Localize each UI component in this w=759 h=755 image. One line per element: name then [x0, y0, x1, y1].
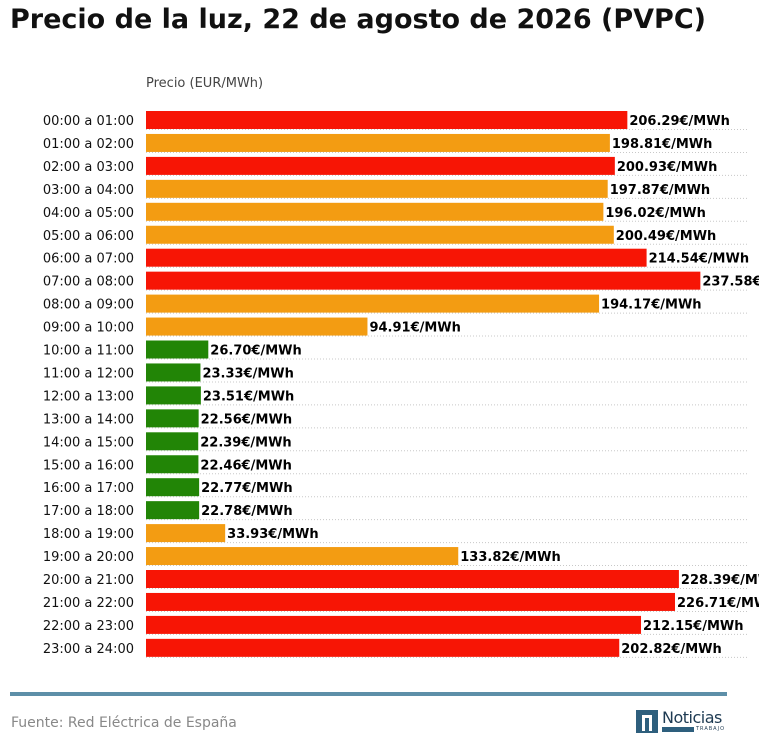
bar — [146, 363, 201, 382]
bar — [146, 225, 614, 244]
category-label: 20:00 a 21:00 — [43, 573, 134, 588]
value-label: 22.39€/MWh — [200, 435, 291, 450]
value-label: 226.71€/MWh — [677, 596, 759, 611]
value-label: 206.29€/MWh — [629, 114, 730, 129]
bar — [146, 111, 628, 129]
bar-chart: Precio (EUR/MWh) 00:00 a 01:00 206.29€/MW… — [43, 76, 759, 658]
value-label: 33.93€/MWh — [227, 527, 318, 542]
bar — [146, 340, 209, 359]
value-label: 22.56€/MWh — [201, 412, 292, 427]
value-label: 26.70€/MWh — [210, 344, 301, 359]
bar — [146, 179, 608, 198]
value-label: 197.87€/MWh — [610, 183, 711, 198]
category-label: 05:00 a 06:00 — [43, 229, 134, 244]
value-label: 212.15€/MWh — [643, 619, 744, 634]
bar — [146, 156, 615, 175]
category-label: 13:00 a 14:00 — [43, 412, 134, 427]
category-label: 12:00 a 13:00 — [43, 389, 134, 404]
category-label: 09:00 a 10:00 — [43, 321, 134, 336]
value-label: 133.82€/MWh — [460, 550, 561, 565]
value-label: 237.58€/MWh — [702, 275, 759, 290]
bar — [146, 133, 610, 152]
source-text: Fuente: Red Eléctrica de España — [11, 715, 237, 731]
brand-logo: Noticias TRABAJO — [636, 708, 728, 735]
chart-title: Precio de la luz, 22 de agosto de 2026 (… — [10, 4, 706, 35]
bar — [146, 317, 368, 336]
value-label: 200.49€/MWh — [616, 229, 717, 244]
value-label: 94.91€/MWh — [369, 321, 460, 336]
category-label: 19:00 a 20:00 — [43, 550, 134, 565]
bar — [146, 615, 642, 634]
bar — [146, 294, 600, 313]
value-label: 198.81€/MWh — [612, 137, 713, 152]
category-label: 08:00 a 09:00 — [43, 298, 134, 313]
category-label: 11:00 a 12:00 — [43, 366, 134, 381]
category-label: 22:00 a 23:00 — [43, 619, 134, 634]
axis-label: Precio (EUR/MWh) — [146, 76, 263, 91]
bar — [146, 638, 620, 657]
category-label: 17:00 a 18:00 — [43, 504, 134, 519]
bar — [146, 524, 226, 543]
bar — [146, 547, 459, 566]
category-label: 23:00 a 24:00 — [43, 642, 134, 657]
value-label: 23.33€/MWh — [202, 366, 293, 381]
category-label: 02:00 a 03:00 — [43, 160, 134, 175]
bar — [146, 202, 604, 221]
value-label: 22.78€/MWh — [201, 504, 292, 519]
category-label: 21:00 a 22:00 — [43, 596, 134, 611]
bar — [146, 432, 199, 451]
category-label: 10:00 a 11:00 — [43, 344, 134, 359]
value-label: 200.93€/MWh — [617, 160, 718, 175]
bar — [146, 248, 647, 267]
bar — [146, 478, 200, 497]
bar — [146, 455, 199, 474]
value-label: 228.39€/MWh — [681, 573, 759, 588]
value-label: 22.46€/MWh — [200, 458, 291, 473]
category-label: 06:00 a 07:00 — [43, 252, 134, 267]
value-label: 202.82€/MWh — [621, 642, 722, 657]
category-label: 03:00 a 04:00 — [43, 183, 134, 198]
value-label: 194.17€/MWh — [601, 298, 702, 313]
logo-subtext: TRABAJO — [694, 726, 728, 732]
bar — [146, 386, 201, 405]
bar — [146, 501, 200, 520]
category-label: 00:00 a 01:00 — [43, 114, 134, 129]
bar — [146, 271, 701, 290]
logo-icon — [636, 710, 658, 733]
value-label: 196.02€/MWh — [605, 206, 706, 221]
value-label: 23.51€/MWh — [203, 389, 294, 404]
category-label: 14:00 a 15:00 — [43, 435, 134, 450]
category-label: 18:00 a 19:00 — [43, 527, 134, 542]
bar — [146, 592, 675, 611]
value-label: 22.77€/MWh — [201, 481, 292, 496]
bar — [146, 409, 199, 428]
category-label: 16:00 a 17:00 — [43, 481, 134, 496]
bar — [146, 570, 679, 588]
value-label: 214.54€/MWh — [649, 252, 750, 267]
category-label: 01:00 a 02:00 — [43, 137, 134, 152]
category-label: 04:00 a 05:00 — [43, 206, 134, 221]
footer-divider — [10, 692, 727, 696]
category-label: 07:00 a 08:00 — [43, 275, 134, 290]
category-label: 15:00 a 16:00 — [43, 458, 134, 473]
logo-text: Noticias — [662, 708, 722, 727]
